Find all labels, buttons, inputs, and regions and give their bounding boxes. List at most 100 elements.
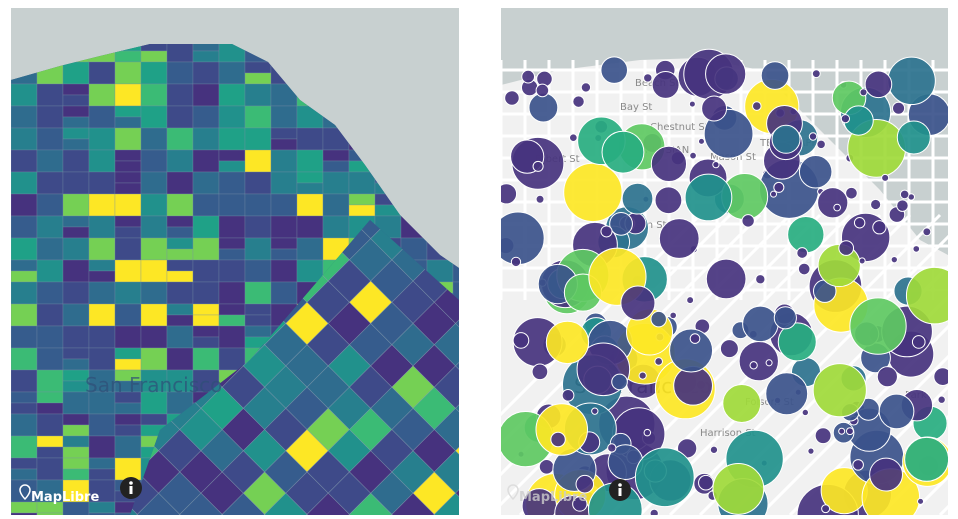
block xyxy=(140,149,168,173)
block xyxy=(433,280,459,324)
block xyxy=(114,50,142,63)
block xyxy=(11,347,38,371)
block xyxy=(218,314,246,327)
block xyxy=(36,435,64,448)
block xyxy=(0,408,10,450)
block xyxy=(114,259,142,283)
block xyxy=(412,513,456,515)
block xyxy=(456,175,498,217)
block xyxy=(114,325,142,349)
block xyxy=(244,72,272,85)
circle xyxy=(845,186,858,200)
circle xyxy=(650,310,667,328)
info-button[interactable] xyxy=(120,477,142,499)
block xyxy=(244,105,272,129)
circle xyxy=(535,83,550,98)
circle xyxy=(712,160,720,169)
block xyxy=(192,325,220,338)
circle xyxy=(864,70,893,99)
block xyxy=(166,314,194,327)
block xyxy=(433,450,459,494)
block xyxy=(62,116,90,129)
circle xyxy=(545,320,590,365)
block xyxy=(11,391,38,404)
block xyxy=(88,347,116,371)
block xyxy=(192,281,220,305)
attribution[interactable]: MapLibre xyxy=(19,484,99,505)
block xyxy=(88,193,116,217)
block xyxy=(88,149,116,173)
circle xyxy=(643,73,653,83)
block xyxy=(166,127,194,151)
info-button[interactable] xyxy=(609,479,631,501)
block xyxy=(62,457,90,470)
circle xyxy=(649,508,659,515)
circle xyxy=(650,145,688,183)
block xyxy=(114,83,142,107)
block xyxy=(114,105,142,118)
block xyxy=(192,149,220,173)
block xyxy=(218,149,246,162)
street xyxy=(788,354,948,515)
circle xyxy=(937,395,946,404)
block xyxy=(166,171,194,195)
block xyxy=(192,193,220,217)
block xyxy=(62,94,90,107)
circle xyxy=(669,328,714,373)
block xyxy=(192,171,220,195)
block xyxy=(11,149,38,173)
left-map[interactable]: San Francisco MapLibre xyxy=(0,0,710,519)
block xyxy=(192,127,220,151)
block xyxy=(166,248,194,261)
block xyxy=(456,133,498,175)
circle xyxy=(654,357,663,366)
block xyxy=(11,402,38,415)
block xyxy=(456,90,498,132)
block xyxy=(192,61,220,85)
block xyxy=(62,226,90,239)
block xyxy=(140,61,168,85)
street xyxy=(668,234,948,515)
block xyxy=(192,237,220,261)
block xyxy=(140,281,168,305)
block xyxy=(62,325,90,349)
circle xyxy=(821,504,831,514)
block xyxy=(192,347,220,371)
block xyxy=(270,281,298,305)
block xyxy=(218,237,246,250)
block xyxy=(62,281,90,305)
circle xyxy=(904,436,948,482)
block xyxy=(270,149,298,173)
circle xyxy=(905,266,948,325)
block xyxy=(158,513,202,515)
block xyxy=(36,237,64,261)
circle xyxy=(712,462,765,515)
block xyxy=(244,61,272,74)
circle xyxy=(719,339,739,359)
block xyxy=(166,303,194,316)
attribution-text: MapLibre xyxy=(31,490,99,505)
block xyxy=(11,369,38,393)
attribution[interactable]: MapLibre xyxy=(507,484,587,505)
block xyxy=(244,237,272,261)
circle xyxy=(777,322,817,362)
block xyxy=(36,215,64,239)
block xyxy=(36,259,64,283)
circle xyxy=(535,194,545,204)
place-label: San Francisco xyxy=(85,373,222,397)
block xyxy=(62,105,90,118)
circle xyxy=(811,69,821,79)
circle xyxy=(896,120,931,155)
block xyxy=(218,303,246,316)
circle xyxy=(531,363,549,381)
block xyxy=(114,303,142,327)
circle xyxy=(840,114,851,124)
circle xyxy=(892,101,906,115)
circle xyxy=(572,496,588,512)
block xyxy=(218,61,246,85)
circle xyxy=(797,262,811,276)
circle xyxy=(812,363,867,418)
circle xyxy=(887,56,936,106)
